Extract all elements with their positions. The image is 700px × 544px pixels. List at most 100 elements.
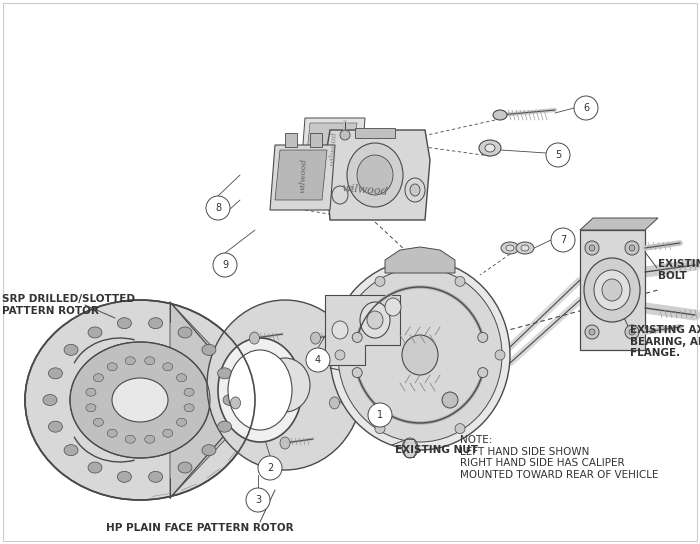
Polygon shape <box>385 247 455 273</box>
Ellipse shape <box>410 184 420 196</box>
Ellipse shape <box>145 435 155 443</box>
Circle shape <box>368 403 392 427</box>
Text: 3: 3 <box>255 495 261 505</box>
Circle shape <box>352 368 362 378</box>
Ellipse shape <box>184 404 194 412</box>
Circle shape <box>375 424 385 434</box>
Ellipse shape <box>202 344 216 355</box>
Ellipse shape <box>107 363 117 371</box>
Circle shape <box>306 348 330 372</box>
Text: SRP DRILLED/SLOTTED
PATTERN ROTOR: SRP DRILLED/SLOTTED PATTERN ROTOR <box>2 294 135 316</box>
Ellipse shape <box>521 245 529 251</box>
Ellipse shape <box>602 279 622 301</box>
Ellipse shape <box>178 327 192 338</box>
Ellipse shape <box>107 429 117 437</box>
Text: 4: 4 <box>315 355 321 365</box>
Ellipse shape <box>25 300 255 500</box>
Ellipse shape <box>332 186 348 204</box>
Text: 1: 1 <box>377 410 383 420</box>
Ellipse shape <box>405 178 425 202</box>
Ellipse shape <box>493 110 507 120</box>
Circle shape <box>495 350 505 360</box>
Polygon shape <box>275 150 327 200</box>
Circle shape <box>625 241 639 255</box>
Ellipse shape <box>367 311 383 329</box>
Circle shape <box>352 332 362 342</box>
Ellipse shape <box>218 421 232 432</box>
Ellipse shape <box>176 374 187 382</box>
Circle shape <box>589 329 595 335</box>
Ellipse shape <box>516 242 534 254</box>
Text: 2: 2 <box>267 463 273 473</box>
Ellipse shape <box>88 462 102 473</box>
Ellipse shape <box>163 363 173 371</box>
Text: 7: 7 <box>560 235 566 245</box>
Ellipse shape <box>501 242 519 254</box>
Ellipse shape <box>347 143 403 207</box>
Ellipse shape <box>125 357 135 365</box>
Ellipse shape <box>145 357 155 365</box>
Circle shape <box>629 245 635 251</box>
Polygon shape <box>325 295 400 365</box>
Ellipse shape <box>178 462 192 473</box>
Ellipse shape <box>148 318 162 329</box>
Ellipse shape <box>506 245 514 251</box>
Ellipse shape <box>86 404 96 412</box>
Ellipse shape <box>485 144 495 152</box>
Circle shape <box>589 245 595 251</box>
Text: HP PLAIN FACE PATTERN ROTOR: HP PLAIN FACE PATTERN ROTOR <box>106 523 294 533</box>
Text: NOTE:
LEFT HAND SIDE SHOWN
RIGHT HAND SIDE HAS CALIPER
MOUNTED TOWARD REAR OF VE: NOTE: LEFT HAND SIDE SHOWN RIGHT HAND SI… <box>460 435 659 480</box>
Ellipse shape <box>479 140 501 156</box>
Circle shape <box>478 368 488 378</box>
Ellipse shape <box>86 388 96 396</box>
Ellipse shape <box>118 318 132 329</box>
Circle shape <box>625 325 639 339</box>
Circle shape <box>629 329 635 335</box>
Ellipse shape <box>311 332 321 344</box>
Circle shape <box>246 488 270 512</box>
Ellipse shape <box>48 368 62 379</box>
Ellipse shape <box>48 421 62 432</box>
Circle shape <box>551 228 575 252</box>
Text: wilwood: wilwood <box>328 131 338 165</box>
Polygon shape <box>285 133 297 147</box>
Ellipse shape <box>93 374 104 382</box>
Text: 5: 5 <box>555 150 561 160</box>
Polygon shape <box>325 130 430 220</box>
Circle shape <box>478 332 488 342</box>
Text: 9: 9 <box>222 260 228 270</box>
Ellipse shape <box>330 260 510 450</box>
Circle shape <box>442 392 458 408</box>
Ellipse shape <box>43 394 57 405</box>
Ellipse shape <box>207 300 363 470</box>
Ellipse shape <box>176 418 187 426</box>
Text: wilwood: wilwood <box>342 183 388 197</box>
Ellipse shape <box>228 350 292 430</box>
Ellipse shape <box>118 471 132 483</box>
Ellipse shape <box>93 418 104 426</box>
Text: 6: 6 <box>583 103 589 113</box>
Polygon shape <box>580 218 658 230</box>
Text: EXISTING AXLE,
BEARING, AND
FLANGE.: EXISTING AXLE, BEARING, AND FLANGE. <box>630 325 700 358</box>
Polygon shape <box>300 118 365 183</box>
Ellipse shape <box>357 155 393 195</box>
Ellipse shape <box>230 397 241 409</box>
Ellipse shape <box>249 332 260 344</box>
Circle shape <box>585 241 599 255</box>
Circle shape <box>574 96 598 120</box>
Circle shape <box>546 143 570 167</box>
Ellipse shape <box>112 378 168 422</box>
Ellipse shape <box>330 397 340 409</box>
Ellipse shape <box>332 321 348 339</box>
Polygon shape <box>310 133 322 147</box>
Ellipse shape <box>64 344 78 355</box>
Circle shape <box>206 196 230 220</box>
Text: EXISTING
BOLT: EXISTING BOLT <box>658 259 700 281</box>
Ellipse shape <box>88 327 102 338</box>
Circle shape <box>340 130 350 140</box>
Ellipse shape <box>202 444 216 456</box>
Polygon shape <box>355 128 395 138</box>
Circle shape <box>585 325 599 339</box>
Ellipse shape <box>584 258 640 322</box>
Ellipse shape <box>360 302 390 338</box>
